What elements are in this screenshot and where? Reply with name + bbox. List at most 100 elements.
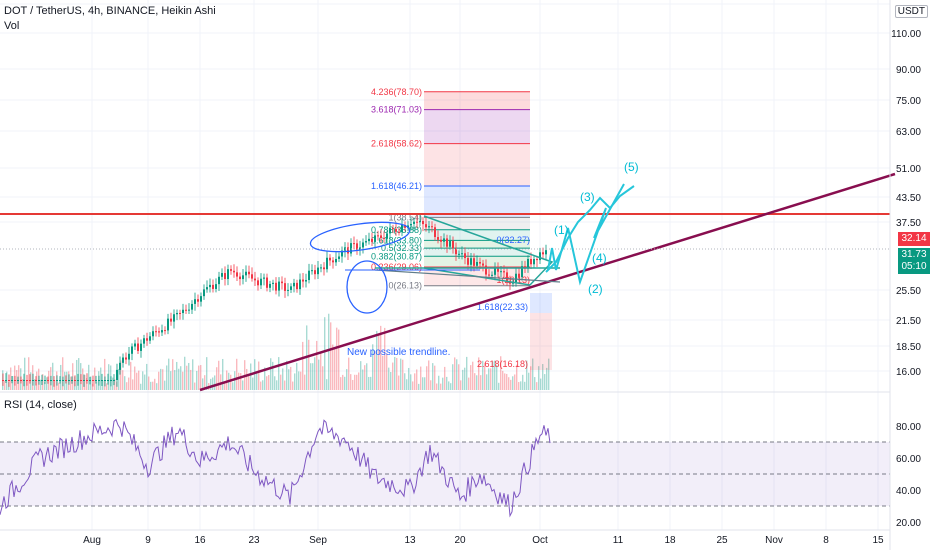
volume-bar xyxy=(168,358,170,390)
volume-bar xyxy=(182,371,184,390)
volume-bar xyxy=(480,375,482,390)
time-tick-label: Aug xyxy=(83,535,101,546)
volume-bar xyxy=(176,361,178,390)
volume-bar xyxy=(314,357,316,390)
candle-body xyxy=(62,380,64,381)
candle-body xyxy=(356,243,358,250)
candle-body xyxy=(497,268,499,272)
volume-bar xyxy=(148,376,150,390)
volume-bar xyxy=(434,365,436,390)
candle-body xyxy=(197,299,199,302)
candle-body xyxy=(389,228,391,234)
volume-bar xyxy=(214,375,216,390)
candle-body xyxy=(515,273,517,283)
volume-label[interactable]: Vol xyxy=(4,20,20,32)
volume-bar xyxy=(548,358,550,390)
symbol-title[interactable]: DOT / TetherUS, 4h, BINANCE, Heikin Ashi xyxy=(4,5,216,17)
volume-bar xyxy=(28,357,30,390)
candle-body xyxy=(107,380,109,381)
price-tick-label: 75.00 xyxy=(896,96,921,107)
volume-bar xyxy=(134,366,136,390)
volume-bar xyxy=(78,358,80,390)
volume-bar xyxy=(238,372,240,390)
candle-body xyxy=(284,283,286,291)
volume-bar xyxy=(332,344,334,390)
volume-bar xyxy=(234,371,236,390)
candle-body xyxy=(446,238,448,247)
drawing-tools[interactable]: (1) (2) (3) (4) (5) New possible trendline. xyxy=(0,160,896,392)
candle-body xyxy=(452,240,454,249)
volume-bar xyxy=(172,359,174,390)
volume-bar xyxy=(64,371,66,390)
volume-bar xyxy=(444,366,446,390)
rsi-label[interactable]: RSI (14, close) xyxy=(4,399,77,411)
volume-bar xyxy=(436,383,438,390)
trendline xyxy=(199,172,896,392)
volume-bar xyxy=(402,359,404,390)
fib-level-label: 0.618(33.80) xyxy=(371,235,422,245)
candle-body xyxy=(143,338,145,344)
volume-bar xyxy=(226,370,228,390)
volume-bar xyxy=(462,369,464,390)
volume-bar xyxy=(266,376,268,390)
volume-bar xyxy=(538,366,540,390)
candle-body xyxy=(299,279,301,290)
price-tick-label: 110.00 xyxy=(891,29,921,40)
candle-body xyxy=(50,380,52,381)
volume-bar xyxy=(532,358,534,390)
volume-bar xyxy=(364,365,366,390)
volume-bar xyxy=(188,362,190,390)
candle-body xyxy=(86,380,88,381)
volume-bar xyxy=(232,382,234,390)
volume-bar xyxy=(318,359,320,390)
volume-bar xyxy=(316,340,318,390)
candle-body xyxy=(422,221,424,225)
price-tag-current: 31.73 xyxy=(898,248,930,262)
candle-body xyxy=(56,380,58,381)
volume-bar xyxy=(54,380,56,390)
volume-bar xyxy=(46,377,48,390)
rsi-tick-label: 40.00 xyxy=(896,486,921,497)
volume-bar xyxy=(82,368,84,390)
candle-body xyxy=(464,253,466,259)
candle-body xyxy=(533,259,535,265)
candle-body xyxy=(281,281,283,284)
volume-bar xyxy=(424,377,426,390)
candle-body xyxy=(290,286,292,290)
volume-bar xyxy=(218,360,220,390)
volume-bar xyxy=(504,373,506,390)
volume-bar xyxy=(130,361,132,390)
volume-bar xyxy=(246,368,248,390)
volume-bar xyxy=(478,357,480,390)
volume-bar xyxy=(154,378,156,390)
volume-bar xyxy=(290,366,292,390)
price-tag-last: 32.14 xyxy=(898,232,930,246)
volume-bar xyxy=(440,383,442,390)
candle-body xyxy=(215,284,217,289)
candle-body xyxy=(179,312,181,314)
volume-bar xyxy=(140,383,142,390)
candle-body xyxy=(509,281,511,284)
time-tick-label: 8 xyxy=(823,535,829,546)
volume-bar xyxy=(512,376,514,390)
candle-body xyxy=(374,235,376,242)
volume-bar xyxy=(100,367,102,390)
candle-body xyxy=(212,284,214,289)
time-tick-label: 11 xyxy=(613,535,624,546)
price-tick-label: 25.50 xyxy=(896,286,921,297)
volume-bar xyxy=(330,322,332,390)
candle-body xyxy=(152,331,154,337)
candle-body xyxy=(260,278,262,286)
trendline-note: New possible trendline. xyxy=(347,347,450,358)
candle-body xyxy=(101,380,103,381)
volume-bar xyxy=(216,367,218,390)
candle-body xyxy=(461,253,463,255)
candle-body xyxy=(5,380,7,381)
volume-bar xyxy=(380,325,382,390)
volume-bar xyxy=(192,359,194,390)
volume-bar xyxy=(394,356,396,390)
fib-level-label: 0(26.13) xyxy=(388,281,422,291)
volume-bar xyxy=(236,358,238,390)
volume-bar xyxy=(468,377,470,390)
